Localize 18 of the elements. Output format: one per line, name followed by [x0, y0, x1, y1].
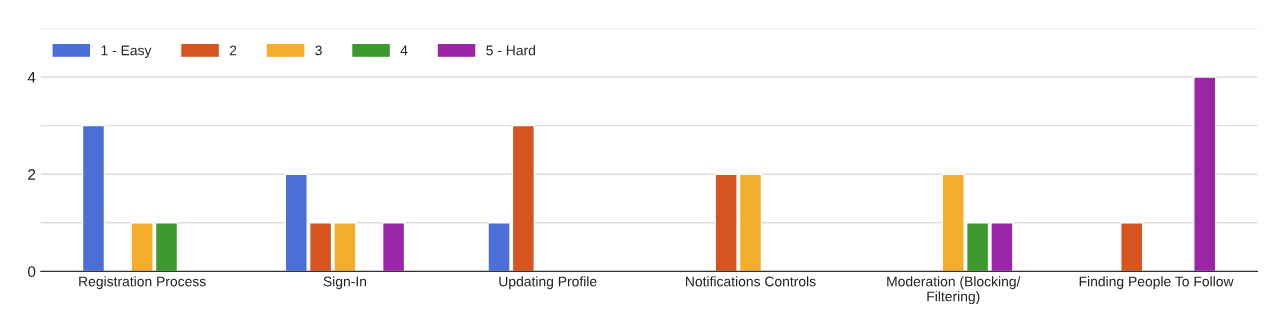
x-tick-label: Registration Process	[79, 276, 206, 290]
legend-label: 2	[229, 45, 237, 56]
bar	[381, 222, 406, 272]
y-tick-label: 4	[27, 72, 36, 83]
bar	[1193, 76, 1217, 272]
legend-label: 5 - Hard	[486, 45, 535, 56]
legend-label: 4	[400, 45, 408, 56]
x-tick-label: Updating Profile	[499, 276, 597, 290]
x-tick-label: Moderation (Blocking/ Filtering)	[887, 276, 1021, 305]
x-tick-label: Finding People To Follow	[1079, 276, 1234, 290]
legend-label: 3	[315, 45, 322, 56]
y-tick-label: 2	[28, 169, 36, 180]
bar	[81, 124, 106, 272]
x-tick-label: Sign-In	[323, 276, 367, 290]
legend-label: 1 - Easy	[101, 45, 152, 59]
y-tick-label: 0	[28, 266, 36, 278]
bar	[1120, 222, 1144, 272]
x-tick-label: Notifications Controls	[686, 276, 816, 287]
